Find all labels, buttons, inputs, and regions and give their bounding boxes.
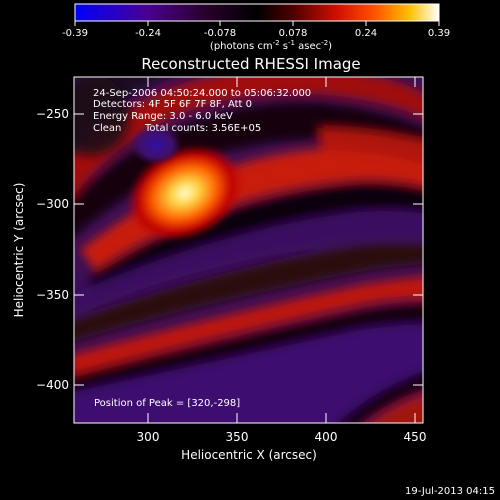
x-tick-label: 300 (137, 430, 160, 444)
time-range-text: 24-Sep-2006 04:50:24.000 to 05:06:32.000 (93, 88, 311, 99)
rhessi-image (74, 77, 423, 423)
info-annotations: 24-Sep-2006 04:50:24.000 to 05:06:32.000… (93, 88, 311, 134)
footer-date: 19-Jul-2013 04:15 (405, 486, 495, 497)
y-axis-ticks (74, 113, 423, 386)
x-axis-label: Heliocentric X (arcsec) (181, 448, 317, 462)
colorbar-tick-label: -0.24 (135, 28, 161, 39)
colorbar-tick-label: -0.078 (204, 28, 236, 39)
x-tick-label: 450 (404, 430, 427, 444)
x-tick-label: 400 (315, 430, 338, 444)
y-tick-label: −300 (36, 197, 69, 211)
y-tick-label: −400 (36, 378, 69, 392)
y-tick-label: −350 (36, 288, 69, 302)
plot-frame (73, 76, 424, 424)
x-axis-ticks (147, 77, 416, 423)
detectors-text: Detectors: 4F 5F 6F 7F 8F, Att 0 (93, 99, 252, 110)
y-axis-label: Heliocentric Y (arcsec) (12, 183, 26, 318)
colorbar-tick-label: 0.39 (428, 28, 450, 39)
total-counts-text: Total counts: 3.56E+05 (144, 123, 261, 134)
x-tick-label: 350 (226, 430, 249, 444)
plot-title: Reconstructed RHESSI Image (141, 55, 360, 73)
peak-position-text: Position of Peak = [320,-298] (94, 398, 240, 409)
energy-range-text: Energy Range: 3.0 - 6.0 keV (93, 111, 233, 122)
clean-label: Clean (93, 123, 121, 134)
colorbar-tick-label: -0.39 (62, 28, 88, 39)
colorbar-unit-label: (photons cm-2 s-1 asec-2) (210, 39, 332, 52)
colorbar-tick-label: 0.24 (355, 28, 377, 39)
colorbar: -0.39 -0.24 -0.078 0.078 0.24 0.39 (phot… (62, 3, 450, 52)
y-tick-label: −250 (36, 107, 69, 121)
colorbar-tick-label: 0.078 (279, 28, 308, 39)
colorbar-ticks (74, 21, 440, 26)
colorbar-gradient (74, 3, 440, 22)
